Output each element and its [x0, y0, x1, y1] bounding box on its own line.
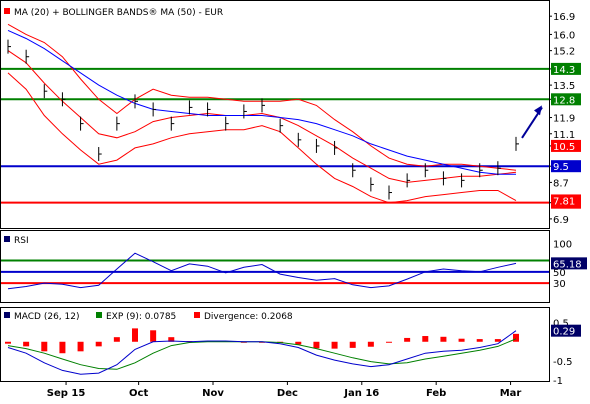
price-axis-label: 16.0 — [553, 30, 575, 41]
divergence-bar — [440, 336, 447, 342]
divergence-bar — [168, 337, 175, 342]
price-axis-label: 6.9 — [553, 215, 569, 226]
macd-legend-marker — [4, 312, 10, 318]
price-axis-label: 11.9 — [553, 114, 575, 125]
rsi-legend-marker — [4, 236, 10, 242]
divergence-bar — [132, 328, 138, 342]
divergence-bar — [113, 337, 120, 342]
price-panel-frame — [0, 0, 550, 229]
divergence-bar — [404, 337, 411, 342]
macd-legend: MACD (26, 12) — [14, 312, 80, 322]
x-axis: Sep 15 Oct Nov Dec Jan 16 Feb Mar — [47, 381, 522, 399]
divergence-bar — [59, 341, 66, 354]
forecast-arrow-head — [534, 105, 542, 116]
divergence-bar — [331, 341, 338, 349]
divergence-bar — [77, 341, 84, 352]
price-panel: 16.9 16.0 15.2 14.3 13.5 12.8 11.9 11.110.5 9.5 8… — [1, 12, 581, 226]
divergence-bar — [295, 341, 302, 345]
x-axis-label: Feb — [426, 388, 446, 399]
bollinger-lower-line — [7, 72, 517, 204]
divergence-legend: Divergence: 0.2068 — [204, 312, 293, 322]
macd-panel-frame — [0, 307, 550, 382]
price-level-badge — [551, 93, 581, 106]
divergence-bar — [313, 341, 320, 349]
macd-panel: 0.5 -0.5 -1 0.29 — [5, 319, 581, 387]
rsi-axis-label: 50 — [553, 268, 566, 279]
price-value-badge — [551, 139, 581, 152]
x-axis-label: Dec — [277, 388, 298, 399]
price-axis-label: 15.2 — [553, 47, 575, 58]
macd-value-badge — [551, 324, 581, 337]
rsi-line — [7, 252, 517, 290]
divergence-bar — [41, 341, 48, 352]
divergence-bar — [367, 341, 374, 347]
divergence-bar — [494, 339, 501, 342]
rsi-axis-label: 30 — [553, 279, 566, 290]
x-axis-label: Oct — [129, 388, 148, 399]
divergence-bar — [5, 341, 11, 344]
divergence-bar — [95, 341, 102, 347]
divergence-bar — [476, 339, 483, 342]
price-legend: MA (20) + BOLLINGER BANDS® MA (50) - EUR — [14, 8, 223, 18]
price-level-badge — [551, 160, 581, 173]
price-level-badge-label: 9.5 — [553, 162, 569, 173]
price-level-badge-label: 14.3 — [553, 65, 575, 76]
divergence-bar — [458, 338, 465, 342]
price-axis-label: 16.9 — [553, 12, 575, 23]
price-axis-label: 13.5 — [553, 81, 575, 92]
rsi-value-badge — [551, 257, 587, 270]
rsi-axis-label: 100 — [553, 240, 572, 251]
exp-legend-marker — [96, 312, 102, 318]
price-axis-label: 8.7 — [553, 178, 569, 189]
macd-value-label: 0.29 — [553, 327, 575, 338]
rsi-legend: RSI — [14, 236, 29, 246]
macd-line — [7, 330, 517, 375]
rsi-value-label: 65.18 — [553, 259, 582, 270]
macd-axis-label: -0.5 — [553, 357, 573, 368]
macd-axis-label: 0.5 — [553, 319, 569, 330]
price-level-badge-label: 12.8 — [553, 95, 575, 106]
divergence-bar — [386, 341, 392, 343]
divergence-bar — [150, 330, 157, 342]
divergence-bar — [422, 336, 429, 342]
ma20-line — [7, 50, 517, 183]
price-axis-label: 11.1 — [553, 130, 575, 141]
price-value-badge — [551, 194, 581, 207]
divergence-bar — [23, 341, 30, 347]
ma50-line — [7, 29, 516, 175]
divergence-bar — [349, 341, 356, 348]
price-value-badge-label: 7.81 — [553, 196, 575, 207]
divergence-bar — [513, 333, 519, 342]
price-value-badge-label: 10.5 — [553, 142, 575, 153]
x-axis-label: Jan 16 — [343, 388, 379, 399]
divergence-legend-marker — [194, 312, 200, 318]
macd-axis-label: -1 — [553, 376, 563, 387]
x-axis-label: Sep 15 — [47, 388, 86, 399]
price-level-badge — [551, 62, 581, 75]
x-axis-label: Mar — [500, 388, 522, 399]
exp-legend: EXP (9): 0.0785 — [106, 312, 176, 322]
rsi-panel-frame — [0, 230, 550, 303]
price-legend-marker — [4, 8, 10, 14]
x-axis-label: Nov — [202, 388, 224, 399]
